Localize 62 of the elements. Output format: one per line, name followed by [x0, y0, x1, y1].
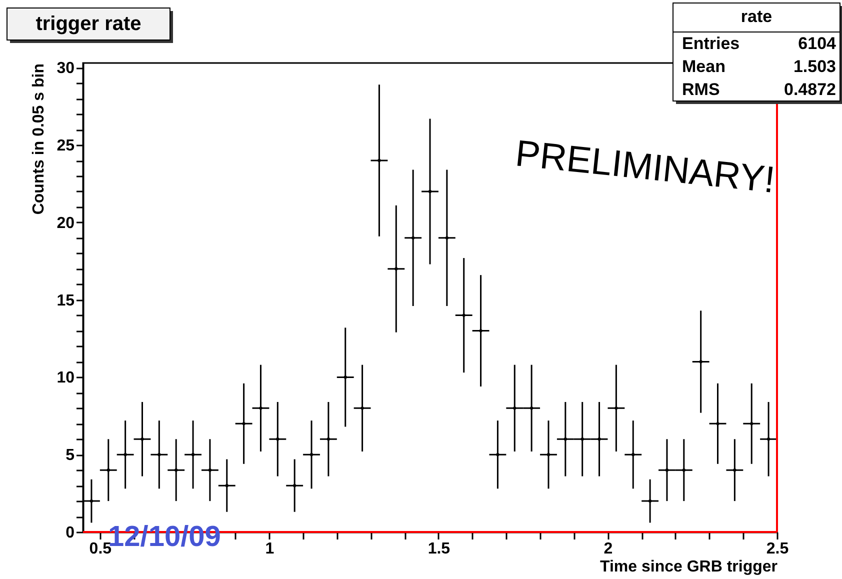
- point: [733, 468, 736, 472]
- point: [513, 406, 516, 410]
- x-tick-label: 1: [265, 540, 274, 558]
- point: [462, 314, 466, 317]
- point: [242, 422, 246, 426]
- point: [344, 376, 347, 379]
- text: rate: [740, 7, 772, 26]
- point: [259, 406, 262, 410]
- point: [394, 267, 398, 270]
- annotation: Mean: [682, 57, 726, 76]
- point: [124, 453, 127, 456]
- point: [445, 236, 449, 240]
- point: [546, 453, 550, 456]
- text: 0.4872: [784, 80, 836, 99]
- y-tick-label: 15: [56, 292, 75, 310]
- chart-title: trigger rate: [36, 13, 142, 35]
- point: [632, 453, 635, 456]
- point: [225, 484, 228, 488]
- y-tick-label: 10: [56, 370, 75, 387]
- point: [90, 499, 94, 503]
- text: 1.503: [793, 57, 836, 76]
- text: Entries: [682, 34, 740, 53]
- point: [360, 406, 364, 410]
- point: [530, 406, 534, 410]
- annotation: RMS: [682, 80, 720, 99]
- point: [580, 438, 584, 441]
- point: [378, 158, 381, 162]
- point: [293, 484, 296, 488]
- x-tick-label: 2: [604, 540, 613, 558]
- point: [699, 360, 702, 364]
- point: [564, 438, 567, 441]
- point: [496, 453, 500, 456]
- text: 6104: [798, 34, 837, 53]
- point: [140, 438, 144, 441]
- point: [479, 329, 482, 332]
- point: [648, 499, 652, 503]
- point: [310, 453, 314, 456]
- point: [665, 468, 669, 472]
- point: [174, 468, 178, 472]
- x-tick-label: 2.5: [766, 540, 789, 558]
- y-tick-label: 5: [66, 447, 75, 464]
- x-tick-label: 1.5: [428, 540, 450, 558]
- point: [326, 438, 330, 441]
- point: [276, 438, 280, 441]
- y-axis-title: Counts in 0.05 s bin: [30, 64, 48, 215]
- point: [614, 406, 618, 410]
- y-tick-label: 25: [56, 138, 75, 155]
- y-tick-label: 20: [56, 214, 75, 232]
- point: [598, 438, 601, 441]
- point: [766, 438, 770, 441]
- y-tick-label: 30: [56, 60, 75, 78]
- point: [682, 468, 686, 472]
- point: [106, 468, 110, 472]
- annotation: PRELIMINARY!: [514, 132, 777, 201]
- point: [716, 422, 720, 426]
- x-axis-title: Time since GRB trigger: [600, 558, 778, 576]
- point: [158, 453, 161, 456]
- point: [208, 468, 212, 472]
- y-tick-label: 0: [66, 524, 75, 542]
- point: [411, 236, 415, 240]
- point: [750, 422, 754, 426]
- point: [191, 453, 195, 456]
